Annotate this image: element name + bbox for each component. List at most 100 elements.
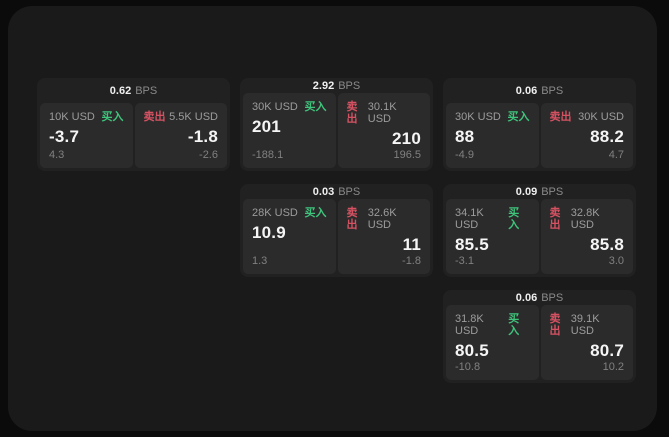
quote-panels: 10K USD 买入 -3.7 4.3 卖出 5.5K USD -1.8 -2.…	[37, 103, 230, 171]
sell-amount: 39.1K USD	[570, 313, 600, 337]
buy-delta: -4.9	[455, 149, 474, 161]
sell-label: 卖出	[346, 101, 358, 125]
buy-panel-top: 10K USD 买入	[49, 111, 124, 123]
buy-panel[interactable]: 28K USD 买入 10.9 1.3	[243, 199, 336, 274]
quote-card: 0.62 BPS 10K USD 买入 -3.7 4.3 卖出 5.5K USD	[37, 78, 230, 171]
buy-panel-top: 34.1K USD 买入	[455, 207, 530, 231]
buy-label: 买入	[508, 207, 520, 231]
sell-price: 80.7	[590, 341, 624, 360]
quote-panels: 31.8K USD 买入 80.5 -10.8 卖出 39.1K USD 80.…	[443, 305, 636, 383]
buy-panel-top: 30K USD 买入	[252, 101, 327, 113]
sell-delta: 196.5	[393, 149, 421, 161]
spread-header: 2.92 BPS	[240, 78, 433, 93]
spread-value: 2.92	[312, 79, 335, 92]
sell-amount: 32.6K USD	[367, 207, 397, 231]
quote-panels: 30K USD 买入 88 -4.9 卖出 30K USD 88.2 4.7	[443, 103, 636, 171]
sell-delta: 4.7	[608, 149, 624, 161]
sell-price: 210	[392, 129, 421, 148]
sell-amount: 30.1K USD	[367, 101, 397, 125]
spread-header: 0.06 BPS	[443, 78, 636, 103]
buy-panel[interactable]: 34.1K USD 买入 85.5 -3.1	[446, 199, 539, 274]
sell-panel-top: 卖出 5.5K USD	[144, 111, 219, 123]
quote-panels: 30K USD 买入 201 -188.1 卖出 30.1K USD 210 1…	[240, 93, 433, 171]
buy-panel-top: 28K USD 买入	[252, 207, 327, 219]
sell-delta: 10.2	[602, 361, 624, 373]
sell-price: 85.8	[590, 235, 624, 254]
spread-unit: BPS	[338, 79, 361, 92]
spread-unit: BPS	[541, 185, 564, 198]
buy-amount: 10K USD	[49, 111, 95, 123]
buy-amount: 30K USD	[252, 101, 298, 113]
quote-card: 0.03 BPS 28K USD 买入 10.9 1.3 卖出 32.6K US…	[240, 184, 433, 277]
buy-label: 买入	[304, 207, 327, 219]
quote-card: 2.92 BPS 30K USD 买入 201 -188.1 卖出 30.1K …	[240, 78, 433, 171]
buy-delta: -188.1	[252, 149, 284, 161]
spread-header: 0.03 BPS	[240, 184, 433, 199]
quote-panels: 28K USD 买入 10.9 1.3 卖出 32.6K USD 11 -1.8	[240, 199, 433, 277]
sell-label: 卖出	[549, 111, 572, 123]
buy-price: 85.5	[455, 235, 489, 254]
spread-value: 0.03	[312, 185, 335, 198]
buy-amount: 28K USD	[252, 207, 298, 219]
sell-panel-top: 卖出 32.6K USD	[347, 207, 422, 231]
sell-amount: 5.5K USD	[169, 111, 218, 123]
spread-value: 0.06	[515, 291, 538, 304]
sell-label: 卖出	[143, 111, 166, 123]
buy-amount: 30K USD	[455, 111, 501, 123]
buy-amount: 34.1K USD	[455, 207, 484, 231]
buy-label: 买入	[507, 111, 530, 123]
sell-panel-top: 卖出 30.1K USD	[347, 101, 422, 125]
sell-amount: 32.8K USD	[570, 207, 600, 231]
sell-price: 11	[402, 235, 421, 254]
sell-panel[interactable]: 卖出 30K USD 88.2 4.7	[540, 103, 633, 168]
buy-panel-top: 30K USD 买入	[455, 111, 530, 123]
buy-label: 买入	[508, 313, 520, 337]
sell-panel[interactable]: 卖出 32.8K USD 85.8 3.0	[540, 199, 633, 274]
buy-delta: -3.1	[455, 255, 474, 267]
sell-delta: -1.8	[402, 255, 421, 267]
buy-label: 买入	[101, 111, 124, 123]
sell-label: 卖出	[346, 207, 358, 231]
spread-header: 0.09 BPS	[443, 184, 636, 199]
quote-card-grid: 0.62 BPS 10K USD 买入 -3.7 4.3 卖出 5.5K USD	[37, 78, 636, 383]
buy-panel-top: 31.8K USD 买入	[455, 313, 530, 337]
buy-price: -3.7	[49, 127, 80, 146]
buy-panel[interactable]: 10K USD 买入 -3.7 4.3	[40, 103, 133, 168]
sell-price: 88.2	[590, 127, 624, 146]
buy-panel[interactable]: 30K USD 买入 88 -4.9	[446, 103, 539, 168]
sell-panel[interactable]: 卖出 30.1K USD 210 196.5	[337, 93, 430, 168]
buy-price: 88	[455, 127, 475, 146]
spread-value: 0.62	[109, 84, 132, 97]
buy-label: 买入	[304, 101, 327, 113]
sell-panel[interactable]: 卖出 39.1K USD 80.7 10.2	[540, 305, 633, 380]
sell-label: 卖出	[549, 207, 561, 231]
buy-panel[interactable]: 31.8K USD 买入 80.5 -10.8	[446, 305, 539, 380]
spread-value: 0.06	[515, 84, 538, 97]
sell-label: 卖出	[549, 313, 561, 337]
quote-card: 0.09 BPS 34.1K USD 买入 85.5 -3.1 卖出 32.8K…	[443, 184, 636, 277]
spread-unit: BPS	[541, 291, 564, 304]
buy-amount: 31.8K USD	[455, 313, 484, 337]
spread-unit: BPS	[541, 84, 564, 97]
buy-delta: 4.3	[49, 149, 65, 161]
quote-panels: 34.1K USD 买入 85.5 -3.1 卖出 32.8K USD 85.8…	[443, 199, 636, 277]
buy-panel[interactable]: 30K USD 买入 201 -188.1	[243, 93, 336, 168]
buy-price: 80.5	[455, 341, 489, 360]
buy-price: 201	[252, 117, 281, 136]
sell-panel-top: 卖出 39.1K USD	[550, 313, 625, 337]
spread-unit: BPS	[135, 84, 158, 97]
sell-panel[interactable]: 卖出 5.5K USD -1.8 -2.6	[134, 103, 227, 168]
sell-amount: 30K USD	[578, 111, 624, 123]
quote-card: 0.06 BPS 31.8K USD 买入 80.5 -10.8 卖出 39.1…	[443, 290, 636, 383]
trading-panel: 0.62 BPS 10K USD 买入 -3.7 4.3 卖出 5.5K USD	[8, 6, 657, 431]
sell-panel[interactable]: 卖出 32.6K USD 11 -1.8	[337, 199, 430, 274]
spread-header: 0.06 BPS	[443, 290, 636, 305]
spread-header: 0.62 BPS	[37, 78, 230, 103]
buy-delta: 1.3	[252, 255, 268, 267]
spread-value: 0.09	[515, 185, 538, 198]
sell-panel-top: 卖出 30K USD	[550, 111, 625, 123]
buy-delta: -10.8	[455, 361, 481, 373]
spread-unit: BPS	[338, 185, 361, 198]
buy-price: 10.9	[252, 223, 286, 242]
sell-delta: 3.0	[608, 255, 624, 267]
